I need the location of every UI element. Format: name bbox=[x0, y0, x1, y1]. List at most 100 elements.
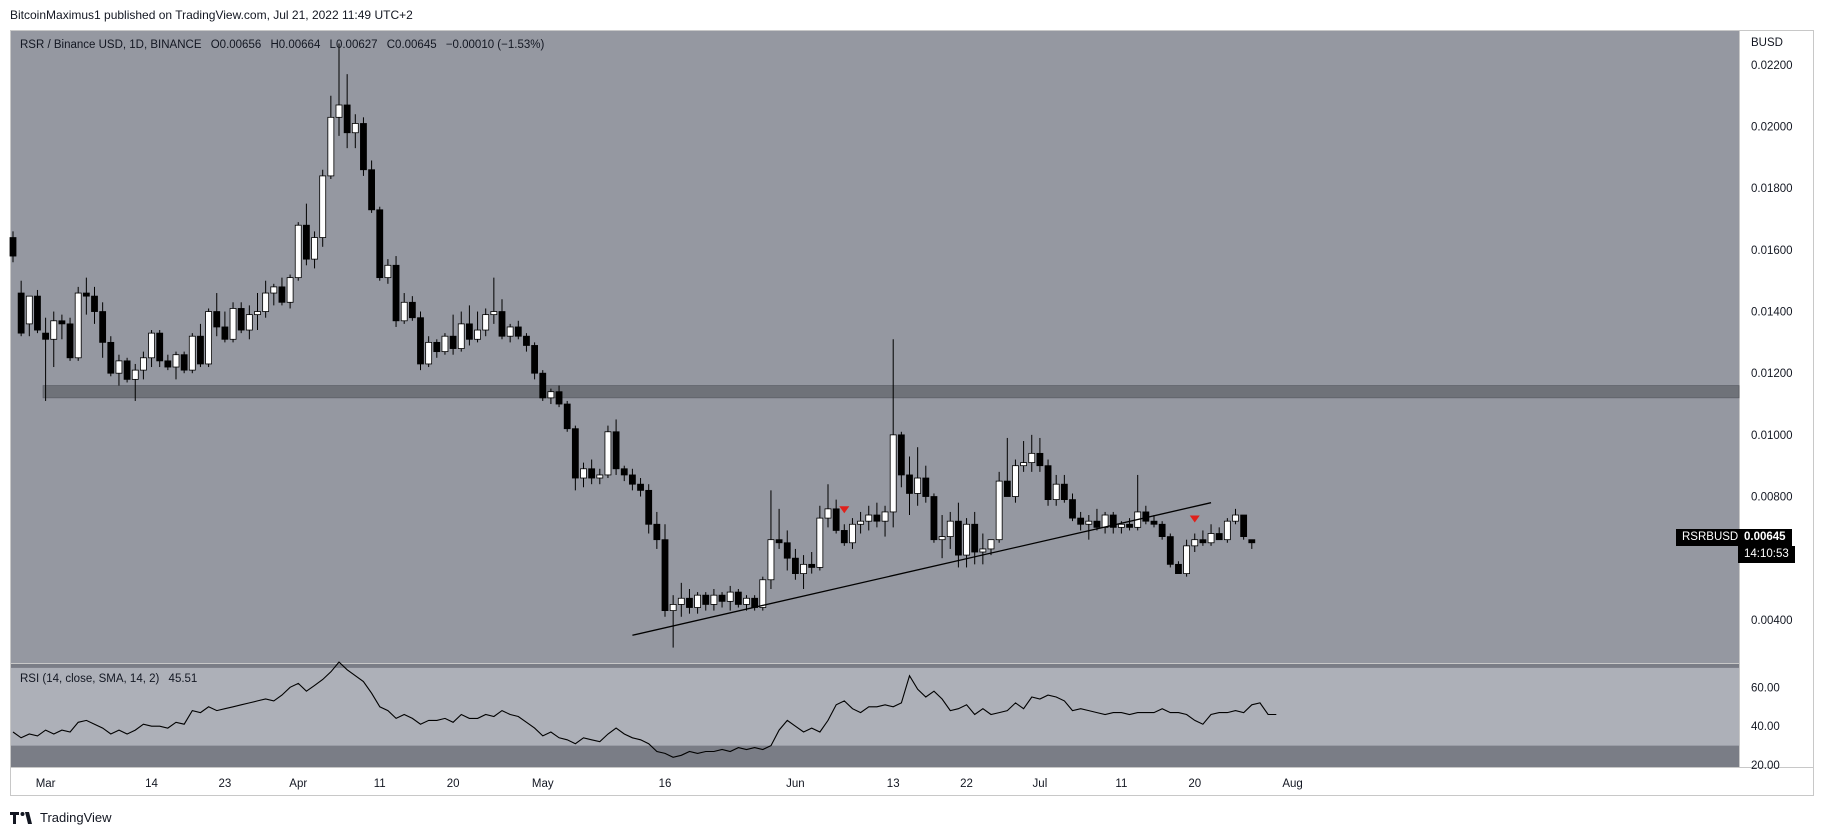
candle-body bbox=[849, 523, 856, 544]
time-tick-label: 22 bbox=[960, 778, 973, 790]
candle-body bbox=[197, 335, 204, 365]
candle-body bbox=[897, 434, 905, 476]
candle-body bbox=[726, 591, 734, 602]
tradingview-logo-icon bbox=[10, 811, 32, 824]
price-tick-label: 0.02000 bbox=[1751, 122, 1793, 134]
markers-group bbox=[839, 506, 1200, 523]
candle-body bbox=[1069, 499, 1076, 519]
candle-body bbox=[262, 292, 270, 312]
time-tick-label: 11 bbox=[1115, 778, 1127, 790]
candle-body bbox=[270, 286, 278, 294]
candle-body bbox=[783, 542, 791, 559]
candle-body bbox=[1215, 533, 1223, 541]
candle-body bbox=[563, 403, 571, 430]
candle-body bbox=[946, 520, 954, 537]
tradingview-footer[interactable]: TradingView bbox=[10, 810, 112, 825]
candle-body bbox=[1044, 465, 1052, 501]
rsi-legend-label[interactable]: RSI (14, close, SMA, 14, 2) bbox=[20, 673, 160, 685]
candle-body bbox=[938, 536, 946, 541]
price-tick-label: 0.01600 bbox=[1751, 245, 1793, 257]
candle-body bbox=[604, 431, 612, 476]
candle-body bbox=[645, 489, 653, 525]
candle-body bbox=[694, 594, 701, 608]
candle-body bbox=[637, 483, 644, 491]
time-tick-label: 16 bbox=[659, 778, 672, 790]
marker-triangle bbox=[1189, 515, 1200, 523]
candle-body bbox=[42, 332, 49, 340]
candle-body bbox=[971, 523, 979, 553]
time-tick-label: Aug bbox=[1282, 778, 1302, 790]
candle-body bbox=[661, 539, 669, 611]
candle-body bbox=[408, 301, 416, 319]
time-tick-label: 14 bbox=[145, 778, 158, 790]
candle-body bbox=[335, 104, 343, 118]
candle-body bbox=[498, 311, 506, 337]
candle-body bbox=[433, 341, 441, 353]
candle-body bbox=[1085, 520, 1093, 525]
candle-body bbox=[865, 514, 873, 522]
candle-body bbox=[425, 341, 433, 365]
candle-body bbox=[82, 292, 90, 297]
price-tick-label: 0.01000 bbox=[1751, 430, 1793, 442]
candle-body bbox=[523, 335, 530, 346]
legend-symbol[interactable]: RSR / Binance USD, 1D, BINANCE bbox=[20, 39, 202, 51]
candle-body bbox=[531, 345, 538, 374]
candle-body bbox=[1166, 536, 1174, 565]
legend-close-value: 0.00645 bbox=[395, 39, 437, 51]
candle-body bbox=[914, 477, 922, 494]
countdown-badge: 14:10:53 bbox=[1738, 546, 1795, 563]
candle-body bbox=[490, 311, 498, 316]
candle-body bbox=[963, 523, 970, 556]
candle-body bbox=[1183, 545, 1190, 574]
time-tick-label: 13 bbox=[887, 778, 900, 790]
candle-body bbox=[734, 591, 742, 605]
candle-body bbox=[9, 237, 17, 257]
candle-body bbox=[775, 539, 783, 544]
support-trendline[interactable] bbox=[632, 502, 1212, 636]
candle-body bbox=[368, 169, 376, 211]
candle-body bbox=[1101, 514, 1109, 528]
candle-body bbox=[800, 563, 807, 574]
candle-body bbox=[906, 474, 913, 494]
tradingview-brand: TradingView bbox=[40, 810, 112, 825]
candle-body bbox=[294, 224, 302, 279]
candles-group bbox=[9, 43, 1256, 648]
candle-body bbox=[1158, 523, 1166, 538]
candle-body bbox=[172, 354, 180, 368]
last-price-badge: 0.00645 bbox=[1738, 529, 1792, 546]
candle-body bbox=[17, 292, 25, 334]
candle-body bbox=[832, 508, 840, 531]
candle-body bbox=[873, 514, 881, 522]
candle-body bbox=[107, 341, 115, 374]
candle-body bbox=[539, 372, 547, 399]
price-axis[interactable]: 0.02200 0.02000 0.01800 0.01600 0.01400 0.012… bbox=[1751, 60, 1793, 627]
candle-body bbox=[66, 323, 74, 359]
publish-header: BitcoinMaximus1 published on TradingView… bbox=[10, 8, 413, 22]
candle-body bbox=[384, 264, 392, 279]
candle-body bbox=[221, 326, 229, 340]
candle-body bbox=[1150, 520, 1158, 525]
candle-body bbox=[1175, 563, 1182, 574]
marker-triangle bbox=[839, 506, 850, 514]
candle-body bbox=[74, 292, 82, 359]
ticker-badge: RSRBUSD bbox=[1676, 529, 1745, 546]
legend-change: −0.00010 (−1.53%) bbox=[445, 39, 545, 51]
rsi-axis[interactable]: 60.00 40.00 20.00 bbox=[1751, 682, 1780, 772]
time-axis[interactable]: Mar 14 23 Apr 11 20 May 16 Jun 13 22 Jul 11 20 Aug bbox=[36, 778, 1303, 790]
candle-body bbox=[840, 530, 848, 544]
legend-low-label: L bbox=[329, 39, 336, 51]
candle-body bbox=[1223, 520, 1231, 541]
candle-body bbox=[139, 357, 147, 371]
rsi-legend: RSI (14, close, SMA, 14, 2) 45.51 bbox=[20, 673, 197, 685]
rsi-tick-label: 40.00 bbox=[1751, 721, 1780, 733]
candle-body bbox=[237, 308, 245, 331]
candle-body bbox=[930, 496, 938, 541]
candle-body bbox=[1191, 539, 1199, 547]
candle-body bbox=[286, 277, 294, 303]
candle-body bbox=[91, 295, 98, 312]
candle-body bbox=[449, 335, 457, 349]
candle-body bbox=[792, 557, 799, 574]
candle-body bbox=[857, 520, 864, 525]
candle-body bbox=[417, 317, 424, 365]
